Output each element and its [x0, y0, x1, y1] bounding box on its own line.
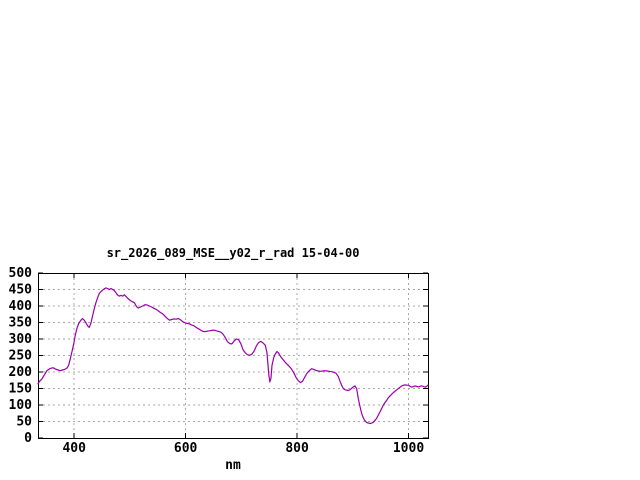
spectrum-line: [37, 287, 429, 425]
y-tick-label: 200: [9, 365, 33, 380]
y-tick-label: 100: [9, 398, 33, 413]
chart-title: sr_2026_089_MSE__y02_r_rad 15-04-00: [106, 246, 360, 260]
y-tick-label: 400: [9, 299, 33, 314]
y-tick-label: 0: [24, 431, 32, 446]
x-axis-label: nm: [225, 458, 241, 473]
x-tick-label: 600: [174, 441, 198, 456]
y-tick-label: 350: [9, 316, 33, 331]
y-tick-label: 500: [9, 266, 33, 281]
x-tick-label: 1000: [393, 441, 424, 456]
y-tick-label: 250: [9, 349, 33, 364]
y-tick-label: 450: [9, 283, 33, 298]
y-tick-label: 150: [9, 382, 33, 397]
x-tick-label: 400: [62, 441, 86, 456]
y-tick-label: 50: [16, 415, 32, 430]
x-tick-label: 800: [285, 441, 309, 456]
y-tick-label: 300: [9, 332, 33, 347]
